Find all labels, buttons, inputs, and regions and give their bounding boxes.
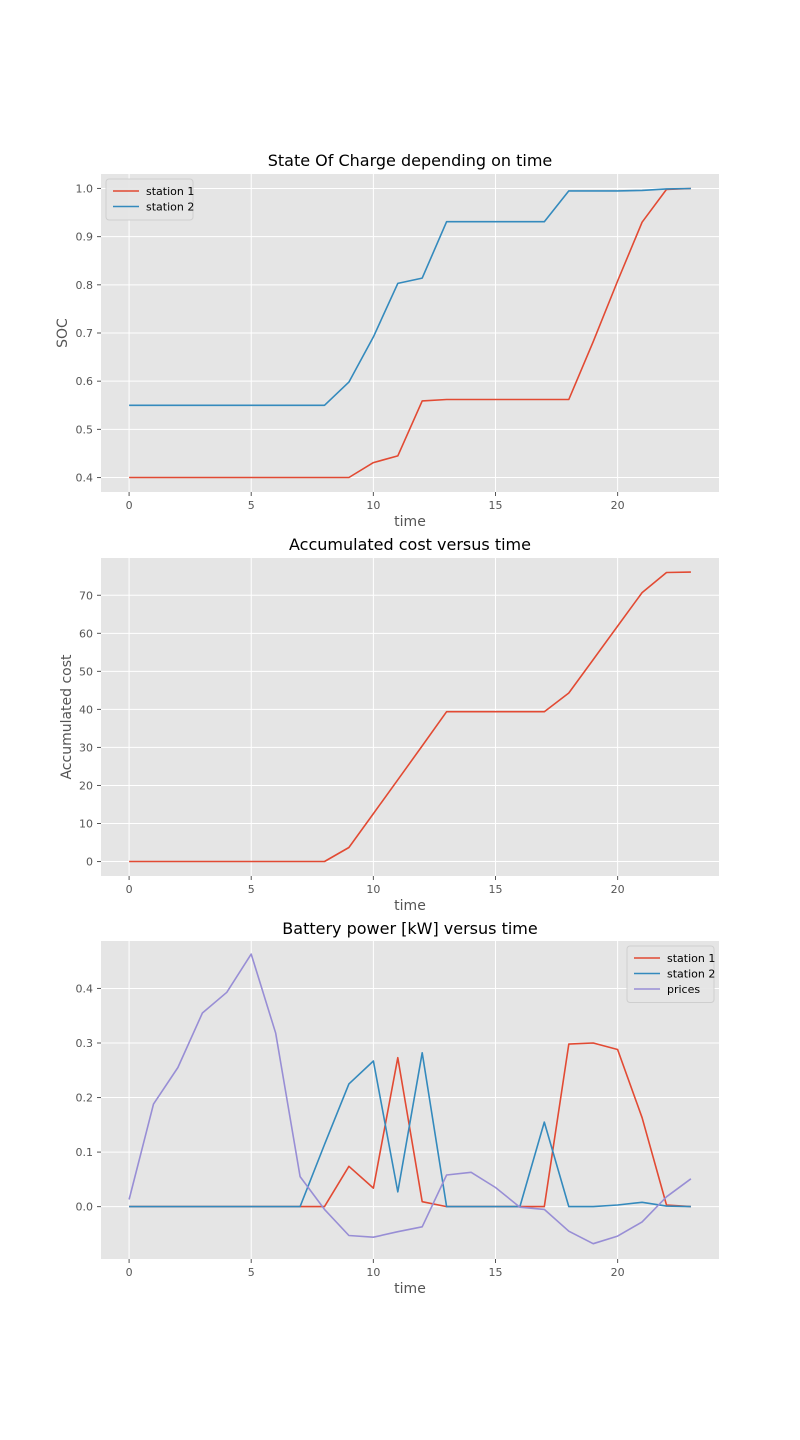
x-axis-label: time <box>394 1281 426 1297</box>
chart-panel-soc: 0 5 10 15 20 0.4 0.5 0.6 0.7 0.8 0.9 1.0 State Of C… <box>55 151 719 530</box>
x-tick-label: 5 <box>248 1266 255 1279</box>
x-tick-label: 15 <box>488 883 502 896</box>
y-tick-label: 0.0 <box>76 1201 94 1214</box>
y-tick-label: 0.1 <box>76 1146 94 1159</box>
x-tick-label: 0 <box>126 883 133 896</box>
y-tick-label: 0.8 <box>76 279 94 292</box>
x-tick-label: 10 <box>366 1266 380 1279</box>
plot-background <box>101 558 719 876</box>
x-tick-label: 20 <box>611 883 625 896</box>
x-tick-label: 0 <box>126 1266 133 1279</box>
series-line-station-2 <box>129 187 691 407</box>
y-tick-label: 10 <box>79 818 93 831</box>
legend-entry: prices <box>667 983 700 996</box>
y-tick-label: 40 <box>79 703 93 716</box>
x-tick-label: 5 <box>248 499 255 512</box>
y-tick-label: 50 <box>79 665 93 678</box>
chart-title: State Of Charge depending on time <box>268 151 553 170</box>
legend-entry: station 1 <box>667 952 715 965</box>
x-tick-label: 10 <box>366 499 380 512</box>
series-line-cost <box>129 571 691 863</box>
y-tick-label: 0.3 <box>76 1037 94 1050</box>
chart-title: Accumulated cost versus time <box>289 535 531 554</box>
y-tick-label: 0.6 <box>76 375 94 388</box>
y-tick-label: 0.4 <box>76 472 94 485</box>
x-tick-label: 20 <box>611 499 625 512</box>
plot-area: 0 5 10 15 20 0 10 20 30 40 50 60 70 <box>79 558 719 896</box>
x-tick-label: 15 <box>488 1266 502 1279</box>
y-tick-label: 0 <box>86 856 93 869</box>
legend-entry: station 2 <box>146 201 194 214</box>
legend-entry: station 1 <box>146 185 194 198</box>
y-tick-label: 0.4 <box>76 982 94 995</box>
legend: station 1 station 2 <box>105 178 194 221</box>
y-tick-label: 1.0 <box>76 182 94 195</box>
x-axis-label: time <box>394 898 426 914</box>
legend-box <box>105 178 194 221</box>
x-tick-label: 20 <box>611 1266 625 1279</box>
x-tick-label: 0 <box>126 499 133 512</box>
legend-entry: station 2 <box>667 968 715 981</box>
y-tick-label: 0.2 <box>76 1092 94 1105</box>
series-line-station-2 <box>129 1052 691 1208</box>
x-tick-label: 10 <box>366 883 380 896</box>
y-tick-label: 0.7 <box>76 327 94 340</box>
plot-area: 0 5 10 15 20 0.0 0.1 0.2 0.3 0.4 <box>76 941 719 1279</box>
series-line-prices <box>128 953 692 1245</box>
x-axis-label: time <box>394 514 426 530</box>
y-tick-label: 0.5 <box>76 423 94 436</box>
x-tick-label: 5 <box>248 883 255 896</box>
plot-area: 0 5 10 15 20 0.4 0.5 0.6 0.7 0.8 0.9 1.0 <box>76 174 719 512</box>
y-tick-label: 60 <box>79 627 93 640</box>
y-tick-label: 20 <box>79 779 93 792</box>
chart-panel-power: 0 5 10 15 20 0.0 0.1 0.2 0.3 0.4 Battery power [k… <box>76 919 719 1297</box>
chart-panel-cost: 0 5 10 15 20 0 10 20 30 40 50 60 70 Accumulated cost… <box>59 535 719 914</box>
series-line-station-1 <box>129 187 691 479</box>
y-tick-label: 30 <box>79 741 93 754</box>
y-tick-label: 0.9 <box>76 231 94 244</box>
legend: station 1 station 2 prices <box>626 945 715 1003</box>
chart-title: Battery power [kW] versus time <box>282 919 537 938</box>
x-tick-label: 15 <box>488 499 502 512</box>
y-axis-label: Accumulated cost <box>59 654 75 780</box>
y-tick-label: 70 <box>79 589 93 602</box>
y-axis-label: SOC <box>55 318 71 348</box>
